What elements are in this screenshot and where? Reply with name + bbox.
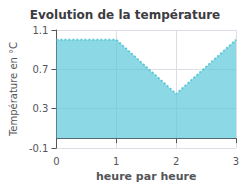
svg-text:-0.1: -0.1 [29,143,49,154]
svg-text:heure par heure: heure par heure [96,170,196,183]
svg-text:Température en °C: Température en °C [8,42,19,137]
svg-text:Evolution de la température: Evolution de la température [30,8,221,22]
svg-text:0.3: 0.3 [33,103,49,114]
svg-text:1.1: 1.1 [33,25,49,36]
svg-text:0.7: 0.7 [33,64,49,75]
svg-text:1: 1 [113,156,119,167]
svg-text:2: 2 [173,156,179,167]
svg-text:3: 3 [233,156,239,167]
svg-text:0: 0 [53,156,59,167]
